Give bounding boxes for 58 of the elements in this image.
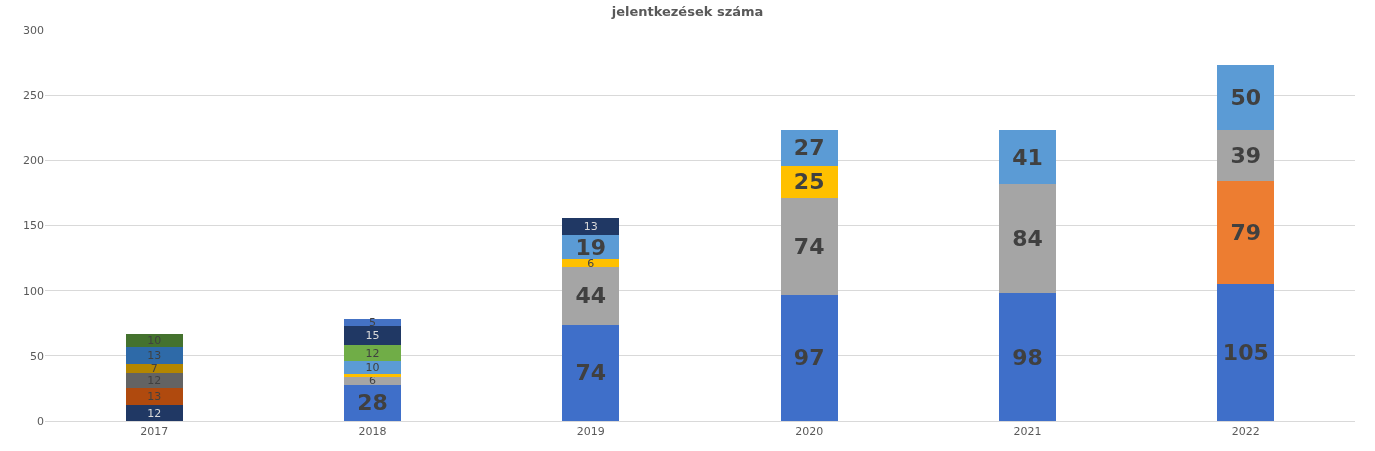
x-tick-label: 2022: [1231, 425, 1260, 439]
data-label: 98: [1012, 344, 1043, 370]
y-tick-label: 150: [23, 219, 44, 233]
y-tick-label: 250: [23, 89, 44, 103]
bar: [344, 319, 401, 326]
bar: [125, 363, 183, 373]
data-label: 105: [1222, 340, 1269, 366]
y-tick-label: 100: [23, 284, 44, 298]
data-label: 50: [1230, 85, 1262, 111]
bar: [999, 183, 1056, 294]
data-label: 44: [575, 283, 607, 309]
data-label: 84: [1012, 226, 1043, 252]
data-label: 13: [147, 348, 162, 362]
bar: [344, 374, 401, 377]
bar: [344, 361, 401, 375]
data-label: 5: [369, 316, 376, 330]
bar: [999, 293, 1056, 421]
y-tick-label: 0: [37, 414, 44, 428]
chart-title: jelentkezések száma: [610, 3, 764, 19]
bar: [1217, 284, 1275, 421]
y-tick-label: 200: [23, 154, 44, 168]
data-label: 28: [357, 390, 388, 416]
data-label: 7: [150, 361, 158, 375]
x-tick-label: 2019: [576, 425, 605, 439]
x-tick-label: 2020: [795, 425, 824, 439]
bar: [562, 267, 620, 325]
data-label: 13: [147, 390, 162, 404]
data-label: 97: [793, 345, 825, 371]
bar: [125, 346, 183, 364]
bar: [125, 372, 183, 389]
bar: [125, 388, 183, 406]
bar: [344, 345, 401, 362]
data-label: 39: [1230, 143, 1262, 169]
bar: [1217, 181, 1275, 285]
data-label: 10: [365, 361, 380, 375]
bar: [1217, 65, 1275, 131]
data-label: 27: [793, 135, 825, 161]
y-tick-label: 50: [30, 349, 44, 363]
data-label: 12: [365, 346, 380, 360]
data-label: 79: [1230, 220, 1262, 246]
x-tick-label: 2017: [140, 425, 169, 439]
bar: [125, 333, 183, 347]
bar: [780, 198, 838, 295]
bar: [562, 324, 620, 421]
data-label: 12: [147, 406, 162, 420]
bar: [562, 259, 620, 268]
x-tick-label: 2018: [358, 425, 387, 439]
data-label: 74: [575, 360, 607, 386]
data-label: 13: [583, 219, 598, 233]
data-label: 15: [365, 329, 380, 343]
data-label: 74: [793, 233, 825, 259]
bar: [344, 376, 401, 385]
bar: [780, 130, 838, 166]
data-label: 41: [1012, 144, 1043, 170]
data-label: 25: [793, 169, 825, 195]
bar: [780, 294, 838, 421]
x-tick-label: 2021: [1013, 425, 1042, 439]
y-tick-label: 300: [23, 23, 44, 37]
